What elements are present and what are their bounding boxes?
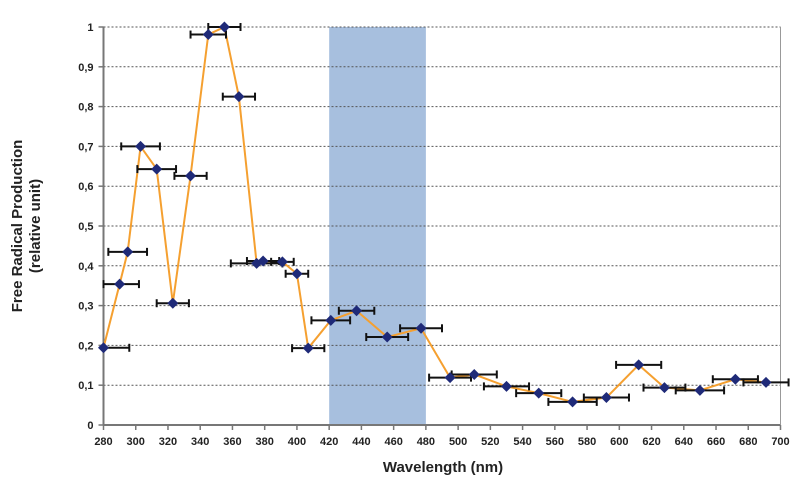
x-tick-label: 700 (771, 436, 789, 448)
data-point (185, 170, 197, 182)
data-point (468, 368, 480, 380)
data-point (151, 163, 163, 175)
x-tick-label: 320 (159, 436, 177, 448)
y-tick-label: 0,5 (78, 221, 93, 233)
x-tick-label: 520 (481, 436, 499, 448)
data-point (135, 140, 147, 152)
data-point (122, 246, 134, 258)
data-point (167, 297, 179, 309)
data-point (444, 372, 456, 384)
x-tick-label: 280 (94, 436, 112, 448)
x-tick-label: 600 (610, 436, 628, 448)
y-tick-label: 0,6 (78, 181, 93, 193)
data-point (233, 91, 245, 103)
x-tick-label: 380 (256, 436, 274, 448)
y-tick-label: 0,9 (78, 62, 93, 74)
y-tick-label: 0,8 (78, 102, 93, 114)
x-tick-label: 460 (384, 436, 402, 448)
x-tick-label: 340 (191, 436, 209, 448)
data-point (500, 380, 512, 392)
y-tick-label: 0,1 (78, 380, 93, 392)
x-tick-label: 420 (320, 436, 338, 448)
data-point (600, 392, 612, 404)
x-tick-label: 360 (223, 436, 241, 448)
data-point (760, 376, 772, 388)
data-point (276, 256, 288, 268)
data-point (633, 359, 645, 371)
y-tick-label: 0,7 (78, 141, 93, 153)
x-tick-label: 400 (288, 436, 306, 448)
y-tick-label: 0 (87, 420, 93, 432)
y-tick-label: 1 (87, 22, 93, 34)
x-tick-label: 500 (449, 436, 467, 448)
x-tick-label: 660 (707, 436, 725, 448)
data-point (415, 322, 427, 334)
data-point (114, 278, 126, 290)
data-point (351, 305, 363, 317)
data-point (257, 255, 269, 267)
x-tick-label: 540 (513, 436, 531, 448)
data-point (302, 342, 314, 354)
data-point (325, 314, 337, 326)
x-tick-label: 300 (127, 436, 145, 448)
x-tick-label: 440 (352, 436, 370, 448)
data-point (694, 384, 706, 396)
data-point (533, 387, 545, 399)
y-axis-label-line2: (relative unit) (27, 179, 44, 273)
data-point (98, 342, 109, 354)
x-tick-label: 480 (417, 436, 435, 448)
x-axis-label: Wavelength (nm) (383, 459, 503, 476)
y-tick-label: 0,3 (78, 301, 93, 313)
data-point (658, 382, 670, 394)
y-axis-label-line1: Free Radical Production (9, 140, 26, 313)
data-point (291, 268, 303, 280)
data-point (381, 331, 393, 343)
x-tick-label: 640 (675, 436, 693, 448)
data-point (202, 29, 214, 41)
x-tick-label: 580 (578, 436, 596, 448)
series-line (102, 25, 767, 403)
x-tick-label: 680 (739, 436, 757, 448)
data-point (567, 396, 579, 408)
x-tick-label: 560 (546, 436, 564, 448)
data-point (218, 21, 230, 33)
y-tick-label: 0,4 (78, 261, 94, 273)
y-tick-label: 0,2 (78, 340, 93, 352)
data-point (729, 373, 741, 385)
x-tick-label: 620 (642, 436, 660, 448)
